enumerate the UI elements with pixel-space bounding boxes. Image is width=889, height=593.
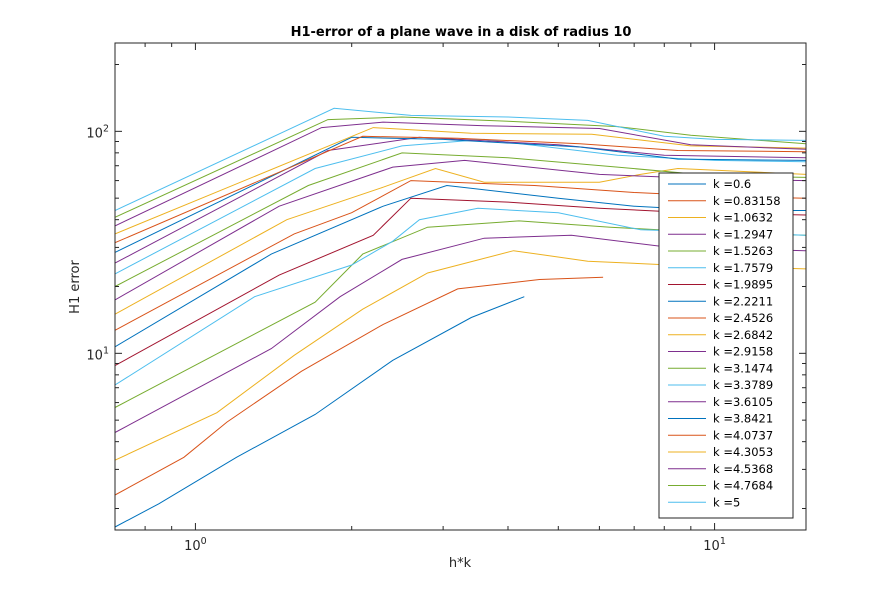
- legend-label-18: k =4.5368: [713, 462, 773, 476]
- legend-label-14: k =3.6105: [713, 395, 773, 409]
- legend-label-4: k =1.2947: [713, 227, 773, 241]
- legend-label-8: k =2.2211: [713, 294, 773, 308]
- y-tick-label: 101: [86, 345, 109, 363]
- legend-label-13: k =3.3789: [713, 378, 773, 392]
- series-line-1: [115, 296, 525, 528]
- legend-label-3: k =1.0632: [713, 211, 773, 225]
- series-line-15: [115, 136, 806, 253]
- legend-label-7: k =1.9895: [713, 278, 773, 292]
- y-axis-label: H1 error: [68, 260, 83, 314]
- legend-label-11: k =2.9158: [713, 345, 773, 359]
- series-line-18: [115, 121, 806, 227]
- legend-label-16: k =4.0737: [713, 428, 773, 442]
- y-tick-label: 102: [86, 123, 109, 141]
- series-line-16: [115, 135, 806, 244]
- legend-label-20: k =5: [713, 495, 740, 509]
- legend-label-10: k =2.6842: [713, 328, 773, 342]
- x-axis-label: h*k: [449, 556, 472, 571]
- series-line-3: [115, 250, 806, 461]
- legend-label-12: k =3.1474: [713, 361, 773, 375]
- series-line-4: [115, 234, 806, 433]
- legend-label-9: k =2.4526: [713, 311, 773, 325]
- legend: k =0.6 k =0.83158 k =1.0632 k =1.2947 k =1.5…: [658, 172, 794, 519]
- legend-label-1: k =0.6: [713, 177, 751, 191]
- legend-box: [658, 172, 794, 519]
- chart-title: H1-error of a plane wave in a disk of ra…: [291, 25, 632, 40]
- series-line-19: [115, 116, 806, 218]
- series-line-10: [115, 167, 806, 315]
- series-line-17: [115, 127, 806, 235]
- series-line-14: [115, 136, 806, 264]
- legend-label-5: k =1.5263: [713, 244, 773, 258]
- axes: 100 101 101 102: [86, 42, 807, 554]
- x-tick-label: 100: [184, 536, 207, 554]
- legend-label-2: k =0.83158: [713, 194, 781, 208]
- legend-label-17: k =4.3053: [713, 445, 773, 459]
- series-line-20: [115, 107, 806, 211]
- legend-label-6: k =1.7579: [713, 261, 773, 275]
- x-tick-label: 101: [703, 536, 726, 554]
- legend-label-19: k =4.7684: [713, 479, 773, 493]
- legend-label-15: k =3.8421: [713, 412, 773, 426]
- series-line-2: [115, 276, 604, 496]
